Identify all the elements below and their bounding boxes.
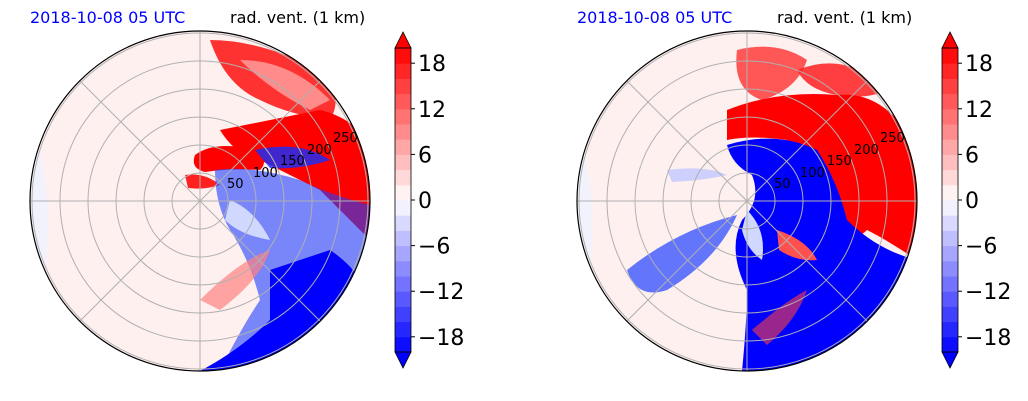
colorbar-tick-label: 12 [965, 98, 993, 123]
colorbar-level [942, 321, 958, 338]
colorbar-level [942, 139, 958, 155]
polar-plot: 50 100 150 200 250 18 12 6 0 −6 −12 −18 [29, 30, 464, 372]
colorbar-tick-label: 18 [965, 52, 993, 77]
colorbar-extend-min [394, 351, 412, 369]
colorbar-level [942, 245, 958, 262]
colorbar-tick-label: −12 [418, 280, 464, 305]
colorbar-level [942, 48, 958, 64]
colorbar-level [942, 230, 958, 247]
colorbar-level [395, 336, 411, 353]
colorbar-level [395, 276, 411, 292]
colorbar-level [395, 245, 411, 262]
ring-labels: 50 100 150 200 250 [774, 131, 905, 192]
range-rings [577, 31, 917, 371]
polar-plot: 50 100 150 200 250 18 12 6 0 −6 −12 −18 [576, 30, 1011, 372]
colorbar-level [942, 336, 958, 353]
colorbar-level [942, 108, 958, 125]
colorbar-tick-label: 0 [418, 189, 432, 214]
colorbar-level [942, 260, 958, 277]
colorbar-level [395, 154, 411, 171]
colorbar: 18 12 6 0 −6 −12 −18 [941, 31, 1011, 369]
colorbar-level [395, 124, 411, 140]
colorbar-level [942, 154, 958, 171]
colorbar: 18 12 6 0 −6 −12 −18 [394, 31, 464, 369]
colorbar-level [942, 276, 958, 292]
colorbar-level [395, 321, 411, 338]
colorbar-level [395, 48, 411, 64]
colorbar-level [395, 169, 411, 186]
colorbar-level [395, 93, 411, 110]
ring-label-150: 150 [280, 154, 305, 169]
colorbar-level [942, 184, 958, 201]
plot-boundary [29, 30, 371, 372]
colorbar-level [942, 215, 958, 231]
colorbar-level [942, 291, 958, 307]
colorbar-level [942, 63, 958, 79]
colorbar-level [395, 78, 411, 95]
colorbar-level [942, 78, 958, 95]
colorbar-tick-label: 18 [418, 52, 446, 77]
colorbar-level [942, 93, 958, 110]
ring-label-250: 250 [880, 131, 905, 146]
colorbar-level [395, 230, 411, 247]
chart-variable-title: rad. vent. (1 km) [777, 8, 913, 27]
colorbar-level [395, 260, 411, 277]
chart-variable-title: rad. vent. (1 km) [230, 8, 366, 27]
colorbar-level [395, 306, 411, 323]
colorbar-level [395, 63, 411, 79]
range-rings [30, 31, 370, 371]
ring-label-50: 50 [774, 177, 791, 192]
chart-panel-left: 2018-10-08 05 UTC rad. vent. (1 km) [0, 0, 500, 401]
colorbar-tick-label: 6 [418, 143, 432, 168]
colorbar-level [395, 291, 411, 307]
ring-label-150: 150 [827, 154, 852, 169]
ring-label-200: 200 [307, 143, 332, 158]
chart-panel-right: 2018-10-08 05 UTC rad. vent. (1 km) [547, 0, 1028, 401]
colorbar-tick-label: −6 [418, 235, 450, 260]
colorbar-level [942, 169, 958, 186]
ring-label-100: 100 [800, 166, 825, 181]
colorbar-level [395, 184, 411, 201]
colorbar-level [395, 139, 411, 155]
colorbar-level [395, 108, 411, 125]
colorbar-tick-label: 12 [418, 98, 446, 123]
chart-time-title: 2018-10-08 05 UTC [577, 8, 733, 27]
colorbar-tick-label: −18 [965, 326, 1011, 351]
colorbar-extend-min [941, 351, 959, 369]
ring-label-50: 50 [227, 177, 244, 192]
colorbar-extend-max [941, 31, 959, 49]
ring-label-100: 100 [253, 166, 278, 181]
ring-label-250: 250 [333, 131, 358, 146]
colorbar-tick-label: 6 [965, 143, 979, 168]
colorbar-level [395, 200, 411, 216]
ring-label-200: 200 [854, 143, 879, 158]
chart-time-title: 2018-10-08 05 UTC [30, 8, 186, 27]
colorbar-level [942, 306, 958, 323]
ring-labels: 50 100 150 200 250 [227, 131, 358, 192]
colorbar-level [942, 200, 958, 216]
colorbar-level [942, 124, 958, 140]
colorbar-tick-label: −18 [418, 326, 464, 351]
colorbar-tick-label: 0 [965, 189, 979, 214]
colorbar-level [395, 215, 411, 231]
colorbar-tick-label: −12 [965, 280, 1011, 305]
colorbar-extend-max [394, 31, 412, 49]
colorbar-tick-label: −6 [965, 235, 997, 260]
plot-boundary [576, 30, 918, 372]
